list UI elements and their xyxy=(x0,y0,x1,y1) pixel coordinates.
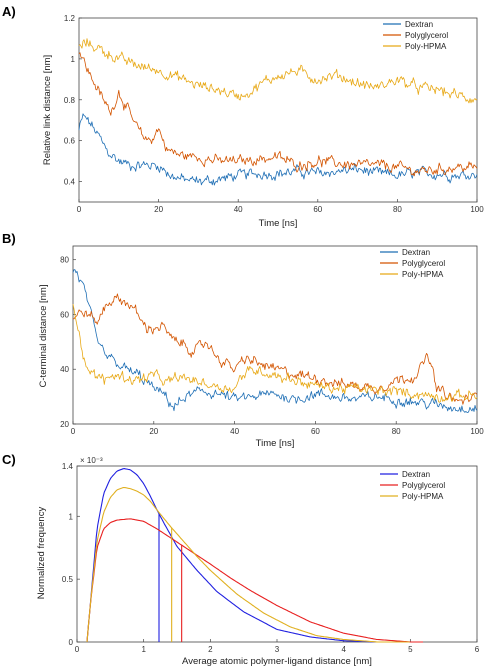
x-tick-label: 2 xyxy=(208,645,213,654)
legend-label: Polyglycerol xyxy=(402,481,445,490)
series-line-dextran xyxy=(86,468,410,643)
x-tick-label: 60 xyxy=(313,205,322,214)
x-tick-label: 3 xyxy=(275,645,280,654)
panel-c-exponent-label: × 10⁻³ xyxy=(80,456,103,465)
x-tick-label: 0 xyxy=(75,645,80,654)
panel-c-series xyxy=(86,468,423,643)
x-tick-label: 0 xyxy=(77,205,82,214)
panel-c-xlabel: Average atomic polymer-ligand distance [… xyxy=(182,656,372,667)
panel-b-xlabel: Time [ns] xyxy=(256,438,295,449)
x-tick-label: 100 xyxy=(470,427,484,436)
y-tick-label: 0.4 xyxy=(64,178,76,187)
panel-b-ylabel: C-terminal distance [nm] xyxy=(38,285,49,388)
legend-label: Dextran xyxy=(402,470,430,479)
series-line-dextran xyxy=(72,269,478,414)
x-tick-label: 4 xyxy=(341,645,346,654)
y-tick-label: 0.5 xyxy=(62,575,74,584)
panel-a-ticks: 0 20 40 60 80 100 0.4 0.6 0.8 1 1.2 xyxy=(64,14,484,214)
legend-label: Poly-HPMA xyxy=(402,270,444,279)
x-tick-label: 80 xyxy=(393,205,402,214)
y-tick-label: 0 xyxy=(69,638,74,647)
x-tick-label: 80 xyxy=(392,427,401,436)
series-line-dextran xyxy=(78,113,478,186)
series-line-polyglycerol xyxy=(72,293,478,405)
x-tick-label: 20 xyxy=(154,205,163,214)
x-tick-label: 5 xyxy=(408,645,413,654)
x-tick-label: 6 xyxy=(475,645,480,654)
y-tick-label: 1.4 xyxy=(62,462,74,471)
x-tick-label: 40 xyxy=(234,205,243,214)
panel-a-letter: A) xyxy=(2,4,16,19)
legend-label: Dextran xyxy=(405,20,433,29)
y-tick-label: 80 xyxy=(60,256,69,265)
panel-a: A) 0 20 40 60 80 100 0.4 0.6 0.8 1 1.2 Time [ns] R… xyxy=(2,4,484,229)
x-tick-label: 40 xyxy=(230,427,239,436)
panel-b-axes-box xyxy=(72,245,478,425)
x-tick-label: 60 xyxy=(311,427,320,436)
panel-c-ticks: 0 1 2 3 4 5 6 0 0.5 1 1.4 xyxy=(62,462,480,654)
legend-label: Polyglycerol xyxy=(405,31,448,40)
series-line-polyglycerol xyxy=(78,52,478,177)
x-tick-label: 100 xyxy=(470,205,484,214)
y-tick-label: 1 xyxy=(69,512,74,521)
panel-c-ylabel: Normalized frequency xyxy=(36,507,47,600)
panel-b-letter: B) xyxy=(2,231,16,246)
panel-c-letter: C) xyxy=(2,452,16,467)
y-tick-label: 20 xyxy=(60,420,69,429)
legend-label: Dextran xyxy=(402,248,430,257)
series-line-poly-hpma xyxy=(86,486,410,643)
y-tick-label: 40 xyxy=(60,365,69,374)
panel-b-series xyxy=(72,269,478,414)
y-tick-label: 1 xyxy=(71,55,76,64)
panel-a-xlabel: Time [ns] xyxy=(259,218,298,229)
x-tick-label: 1 xyxy=(141,645,146,654)
legend-label: Poly-HPMA xyxy=(405,42,447,51)
y-tick-label: 0.8 xyxy=(64,96,76,105)
y-tick-label: 0.6 xyxy=(64,137,76,146)
panel-c: C) × 10⁻³ 0 1 2 3 4 5 6 0 0.5 1 1.4 Average atomic… xyxy=(2,452,480,667)
series-line-polyglycerol xyxy=(86,518,423,643)
legend-label: Poly-HPMA xyxy=(402,492,444,501)
panel-b-legend: Dextran Polyglycerol Poly-HPMA xyxy=(380,248,445,279)
panel-a-legend: Dextran Polyglycerol Poly-HPMA xyxy=(383,20,448,51)
x-tick-label: 0 xyxy=(71,427,76,436)
panel-a-axes-box xyxy=(78,17,478,203)
panel-a-ylabel: Relative link distance [nm] xyxy=(42,55,53,165)
y-tick-label: 60 xyxy=(60,310,69,319)
panel-a-series xyxy=(78,38,478,186)
series-line-poly-hpma xyxy=(78,38,478,104)
series-line-poly-hpma xyxy=(72,304,478,403)
legend-label: Polyglycerol xyxy=(402,259,445,268)
y-tick-label: 1.2 xyxy=(64,14,76,23)
x-tick-label: 20 xyxy=(149,427,158,436)
panel-c-legend: Dextran Polyglycerol Poly-HPMA xyxy=(380,470,445,501)
